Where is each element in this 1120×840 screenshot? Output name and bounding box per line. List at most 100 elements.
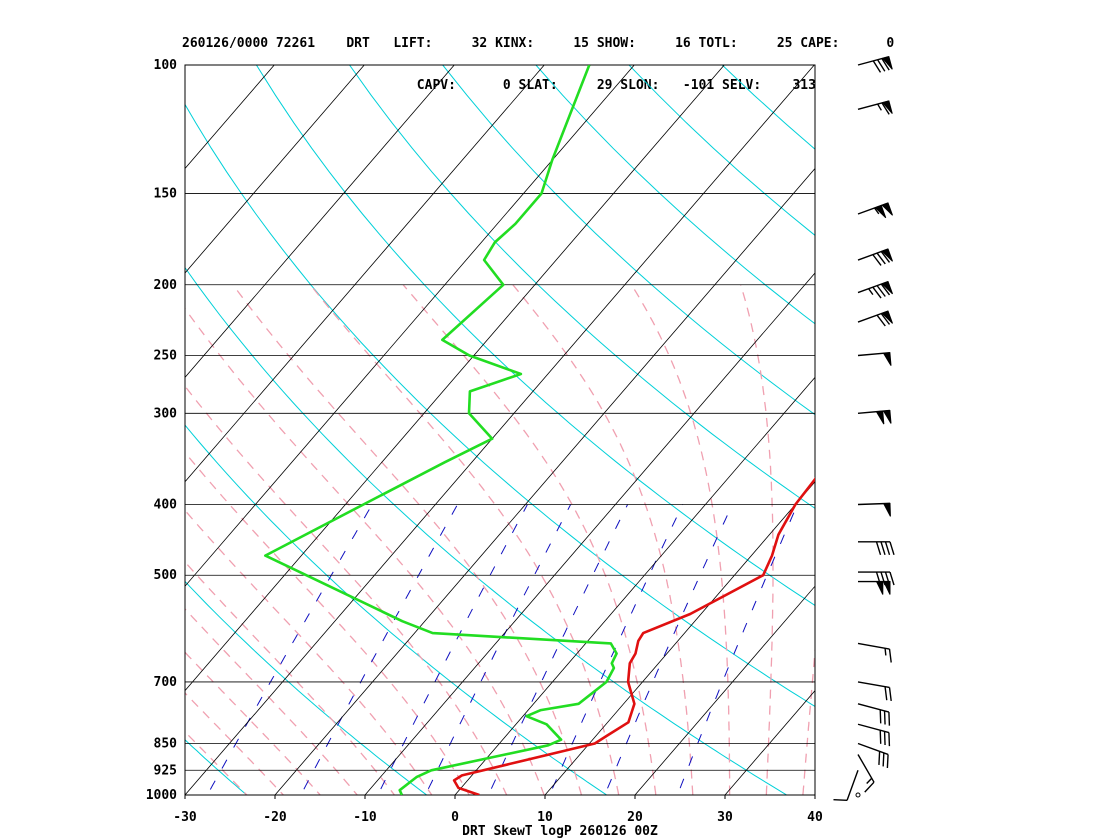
barb-pennant xyxy=(881,56,893,70)
temperature-tick-label: -20 xyxy=(263,810,287,825)
barb-feather xyxy=(884,541,891,556)
pressure-axis-labels: 1000 925 850 700 500 400 300 250 200 150 100 xyxy=(146,58,177,803)
wind-barb xyxy=(857,703,891,726)
moist-adiabat xyxy=(802,643,815,795)
isotherm xyxy=(185,65,455,378)
isotherm xyxy=(814,794,815,795)
moist-adiabat xyxy=(232,284,583,795)
wind-barb xyxy=(857,742,889,769)
dry-adiabat xyxy=(721,65,815,150)
barb-half-feather xyxy=(877,103,882,111)
pressure-tick-label: 200 xyxy=(154,278,178,293)
isotherms xyxy=(185,65,815,795)
isotherm xyxy=(364,272,815,795)
dry-adiabat xyxy=(909,65,1120,811)
pressure-tick-label: 300 xyxy=(154,406,178,421)
barb-pennant xyxy=(875,410,885,425)
barb-pennant xyxy=(882,352,892,366)
dry-adiabat xyxy=(442,65,815,416)
wind-barb xyxy=(857,248,893,266)
barb-pennant xyxy=(881,202,893,216)
barb-feather xyxy=(880,283,891,296)
wind-barb xyxy=(857,310,893,327)
temperature-tick-label: 40 xyxy=(807,810,823,825)
pressure-tick-label: 400 xyxy=(154,498,178,513)
pressure-tick-label: 1000 xyxy=(146,788,177,803)
moist-adiabat xyxy=(185,307,545,795)
temperature-tick-label: 20 xyxy=(627,810,643,825)
barb-pennant xyxy=(882,502,891,517)
chart-title: DRT SkewT logP 260126 00Z xyxy=(462,824,658,839)
moist-adiabat xyxy=(185,730,248,795)
moist-adiabat xyxy=(740,284,774,795)
calm-circle xyxy=(855,792,861,798)
barb-feather xyxy=(876,252,886,265)
moist-adiabat xyxy=(185,509,433,795)
mixing-ratio-line xyxy=(604,504,733,795)
wind-barb xyxy=(857,280,893,299)
barb-feather xyxy=(876,314,886,327)
barb-feather xyxy=(889,541,895,556)
sounding-traces xyxy=(264,65,815,795)
barb-feather xyxy=(880,313,891,325)
wind-barb xyxy=(857,754,875,793)
moist-adiabat xyxy=(185,607,359,795)
barb-feather xyxy=(880,251,891,263)
mixing-ratio-line xyxy=(676,504,798,795)
barb-half-feather xyxy=(868,288,874,296)
dewpoint-trace xyxy=(264,65,618,795)
pressure-tick-label: 150 xyxy=(154,187,178,202)
barb-shaft xyxy=(857,723,890,734)
barb-pennant xyxy=(882,409,892,424)
wind-barb xyxy=(855,792,861,798)
station-header: 260126/0000 72261 DRT LIFT: 32 KINX: 15 … xyxy=(182,9,894,107)
isotherm xyxy=(185,65,365,274)
temperature-tick-label: 0 xyxy=(451,810,459,825)
mixing-ratio-line xyxy=(424,504,572,795)
wind-barb xyxy=(857,502,891,517)
dry-adiabats xyxy=(0,65,1120,811)
temperature-tick-label: 30 xyxy=(717,810,733,825)
dry-adiabat xyxy=(185,580,428,795)
wind-barb xyxy=(857,723,891,747)
barb-shaft xyxy=(857,642,890,650)
plot-frame xyxy=(184,64,816,796)
isotherm xyxy=(185,65,545,483)
isotherm xyxy=(185,65,275,170)
moist-adiabat xyxy=(630,284,731,795)
wind-barbs xyxy=(833,56,895,802)
isotherm xyxy=(544,481,815,795)
isotherm xyxy=(185,65,725,692)
wind-barb xyxy=(858,580,891,595)
moist-adiabat xyxy=(185,385,508,795)
moist-adiabats xyxy=(185,284,815,795)
barb-shaft xyxy=(857,742,889,756)
barb-half-feather xyxy=(884,648,887,656)
dry-adiabat xyxy=(185,266,788,795)
barb-feather xyxy=(872,60,882,73)
pressure-tick-label: 925 xyxy=(154,763,177,778)
barb-shaft xyxy=(857,681,890,689)
wind-barb xyxy=(857,202,893,219)
dry-adiabat xyxy=(0,65,82,811)
isotherm xyxy=(634,585,815,795)
mixing-ratio-line xyxy=(487,504,629,795)
mixing-ratio-line xyxy=(549,504,684,795)
barb-feather xyxy=(833,798,848,802)
barb-half-feather xyxy=(866,777,873,785)
barb-pennant xyxy=(875,581,884,595)
isotherm xyxy=(454,376,815,795)
barb-feather xyxy=(882,752,885,767)
wind-barb xyxy=(858,541,895,556)
barb-feather xyxy=(888,687,892,702)
header-line-1: 260126/0000 72261 DRT LIFT: 32 KINX: 15 … xyxy=(182,36,895,51)
moist-adiabat xyxy=(185,561,396,795)
isotherm xyxy=(274,167,815,795)
dry-adiabat xyxy=(255,65,815,607)
barb-shaft xyxy=(846,770,859,801)
wind-barb xyxy=(857,642,892,663)
isotherm xyxy=(185,65,635,587)
moist-adiabat xyxy=(185,651,322,795)
temperature-tick-label: -10 xyxy=(353,810,377,825)
